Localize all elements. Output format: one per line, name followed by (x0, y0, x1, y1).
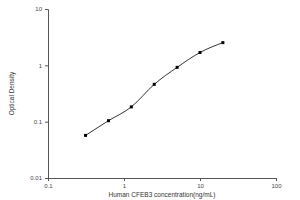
x-tick-label: 1 (123, 183, 127, 189)
plot-area: 0.11101000.010.1110 (30, 6, 282, 189)
y-axis-title: Optical Density (8, 71, 16, 115)
y-tick-mark (45, 65, 48, 66)
y-tick: 10 (35, 6, 48, 12)
y-axis-line (45, 10, 49, 179)
y-tick-mark (45, 122, 48, 123)
marks (84, 41, 224, 137)
point (153, 83, 156, 86)
x-tick: 10 (197, 178, 204, 189)
y-tick: 0.1 (34, 119, 48, 125)
y-axis: 0.01 0.1 1 10 (30, 6, 48, 181)
x-tick: 100 (271, 178, 282, 189)
point (221, 41, 224, 44)
y-tick: 1 (39, 63, 48, 69)
y-tick-label: 1 (39, 63, 43, 69)
y-tick-label: 0.1 (34, 119, 43, 125)
x-tick: 0.1 (44, 178, 53, 189)
point (199, 51, 202, 54)
x-tick-label: 10 (197, 183, 204, 189)
x-tick-mark (276, 178, 277, 181)
x-tick: 1 (123, 178, 127, 189)
x-axis-line (49, 179, 277, 182)
point (107, 119, 110, 122)
x-tick-label: 100 (271, 183, 282, 189)
point (130, 105, 133, 108)
y-tick-label: 10 (35, 6, 42, 12)
x-tick-mark (124, 178, 125, 181)
x-tick-label: 0.1 (44, 183, 53, 189)
curve (86, 43, 223, 136)
y-tick: 0.01 (30, 175, 48, 181)
y-tick-label: 0.01 (30, 175, 42, 181)
y-tick-mark (45, 178, 48, 179)
point (176, 66, 179, 69)
y-tick-mark (45, 9, 48, 10)
x-tick-mark (200, 178, 201, 181)
point (84, 134, 87, 137)
x-axis: 0.1 1 10 100 (44, 178, 282, 189)
x-axis-title: Human CFEB3 concentration(ng/mL) (109, 191, 216, 199)
chart: 0.11101000.010.1110Human CFEB3 concentra… (0, 0, 300, 200)
